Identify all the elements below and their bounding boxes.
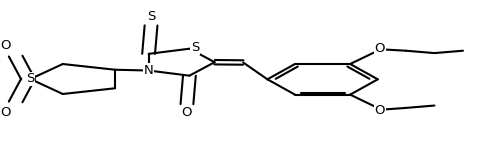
Text: N: N — [144, 64, 153, 77]
Text: O: O — [374, 42, 385, 55]
Text: O: O — [182, 106, 192, 119]
Text: O: O — [0, 106, 11, 119]
Text: O: O — [374, 104, 385, 117]
Text: S: S — [147, 10, 155, 23]
Text: O: O — [0, 39, 11, 52]
Text: S: S — [26, 73, 35, 85]
Text: S: S — [191, 41, 199, 54]
